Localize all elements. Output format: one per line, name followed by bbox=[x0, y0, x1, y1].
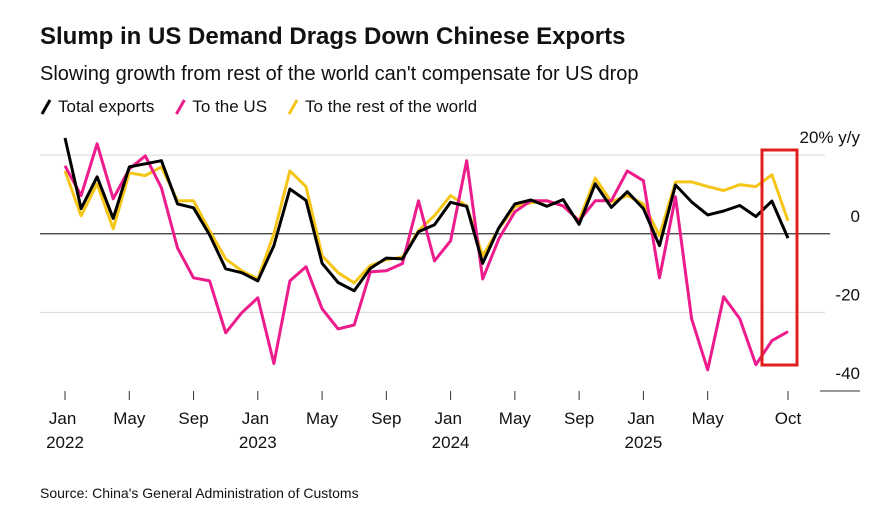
line-series bbox=[63, 165, 790, 285]
x-tick-label: Sep bbox=[564, 409, 594, 428]
legend-label: To the rest of the world bbox=[305, 97, 477, 116]
y-tick-label: 20% y/y bbox=[800, 128, 861, 147]
chart-title: Slump in US Demand Drags Down Chinese Ex… bbox=[40, 23, 625, 50]
x-tick-label: May bbox=[499, 409, 532, 428]
source: Source: China's General Administration o… bbox=[40, 485, 359, 501]
x-tick-label: May bbox=[113, 409, 146, 428]
legend-marker bbox=[287, 99, 299, 115]
highlight-box bbox=[760, 148, 799, 367]
x-tick-label: May bbox=[306, 409, 339, 428]
legend-label: Total exports bbox=[58, 97, 154, 116]
line-series bbox=[63, 137, 790, 293]
legend-marker bbox=[40, 99, 52, 115]
x-tick-label: Jan 2022 bbox=[46, 409, 84, 452]
y-tick-label: -20 bbox=[835, 285, 860, 304]
y-tick-label: -40 bbox=[835, 364, 860, 383]
chart-subtitle: Slowing growth from rest of the world ca… bbox=[40, 63, 639, 85]
x-tick-label: Sep bbox=[178, 409, 208, 428]
x-tick-label: May bbox=[692, 409, 725, 428]
legend-label: To the US bbox=[192, 97, 267, 116]
x-tick-label: Sep bbox=[371, 409, 401, 428]
x-tick-label: Jan 2025 bbox=[624, 409, 662, 452]
x-tick-label: Jan 2023 bbox=[239, 409, 277, 452]
legend-marker bbox=[175, 99, 186, 115]
y-tick-label: 0 bbox=[851, 207, 860, 226]
line-series bbox=[63, 142, 789, 372]
x-tick-label: Jan 2024 bbox=[432, 409, 470, 452]
x-tick-label: Oct bbox=[775, 409, 802, 428]
